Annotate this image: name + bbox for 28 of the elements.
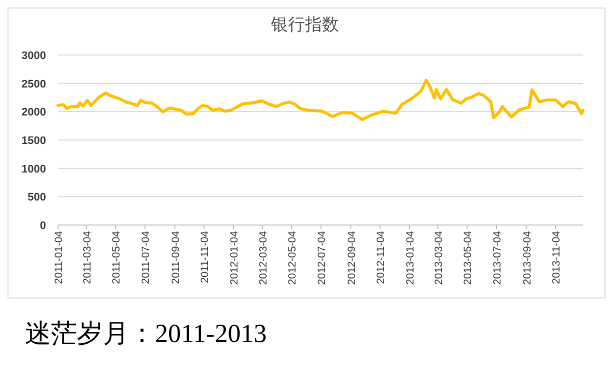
x-tick-label: 2013-09-04 xyxy=(521,230,534,285)
x-tick-label: 2013-11-04 xyxy=(550,230,563,284)
x-tick-label: 2011-01-04 xyxy=(53,230,65,284)
x-tick-label: 2011-05-04 xyxy=(110,230,123,284)
x-tick-label: 2013-05-04 xyxy=(462,230,474,285)
x-tick-label: 2013-03-04 xyxy=(432,230,445,285)
x-tick-label: 2011-07-04 xyxy=(140,230,152,284)
x-tick-label: 2012-01-04 xyxy=(228,230,240,285)
y-tick-label: 2500 xyxy=(22,78,46,90)
y-tick-label: 2000 xyxy=(22,106,46,119)
y-tick-label: 1500 xyxy=(22,135,46,147)
y-tick-label: 500 xyxy=(28,192,46,204)
x-tick-label: 2011-09-04 xyxy=(170,230,182,284)
x-tick-label: 2013-07-04 xyxy=(491,230,504,285)
y-tick-label: 1000 xyxy=(22,163,46,176)
chart-title: 银行指数 xyxy=(270,15,339,34)
text: 迷茫岁月：2011-2013 xyxy=(25,319,267,348)
x-tick-label: 2012-03-04 xyxy=(257,230,270,285)
x-tick-label: 2011-03-04 xyxy=(81,230,94,284)
x-tick-label: 2012-09-04 xyxy=(346,230,358,285)
y-tick-label: 3000 xyxy=(22,50,46,62)
y-tick-label: 0 xyxy=(40,220,46,232)
x-tick-label: 2012-05-04 xyxy=(286,230,299,285)
x-tick-label: 2011-11-04 xyxy=(199,230,212,284)
x-tick-label: 2013-01-04 xyxy=(404,230,416,285)
x-tick-label: 2012-07-04 xyxy=(316,230,328,285)
line-series xyxy=(56,78,584,122)
x-tick-label: 2012-11-04 xyxy=(375,230,388,284)
